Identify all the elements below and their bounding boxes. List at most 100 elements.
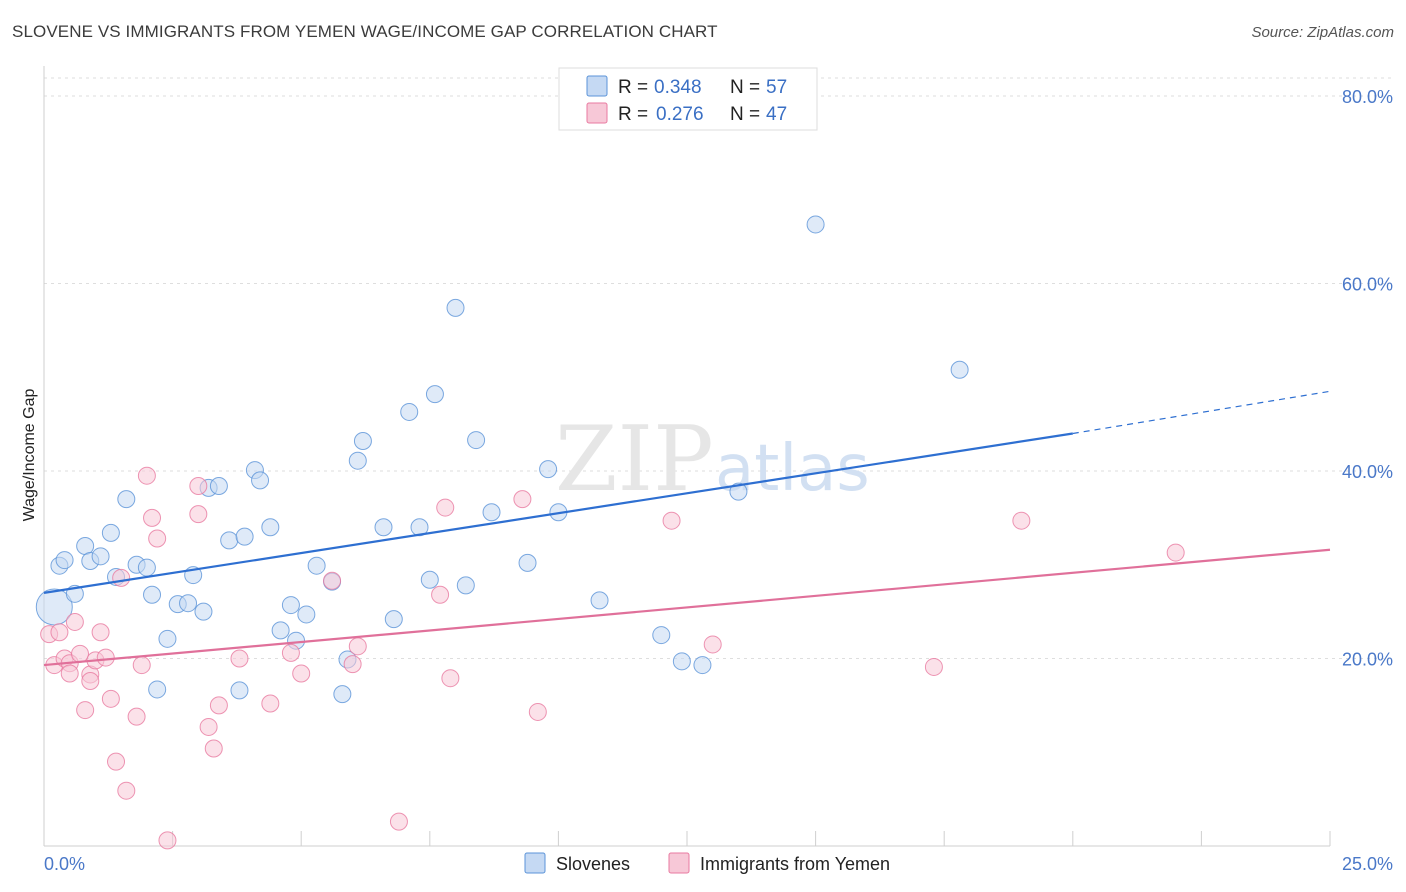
gridlines bbox=[44, 77, 1392, 659]
yemen-point bbox=[137, 466, 156, 485]
yemen-point bbox=[389, 812, 408, 831]
slovenes-point bbox=[806, 215, 825, 234]
slovenes-point bbox=[374, 518, 393, 537]
yemen-point bbox=[431, 585, 450, 604]
slovenes-point bbox=[235, 527, 254, 546]
yemen-point bbox=[292, 664, 311, 683]
yemen-point bbox=[117, 781, 136, 800]
bottom-legend-slovenes: Slovenes bbox=[556, 854, 630, 874]
axes bbox=[43, 66, 1331, 847]
slovenes-point bbox=[348, 451, 367, 470]
legend-swatch-blue bbox=[586, 75, 608, 97]
slovenes-point bbox=[384, 610, 403, 629]
slovenes-point bbox=[652, 626, 671, 645]
x-tick-min: 0.0% bbox=[44, 854, 85, 874]
slovenes-point bbox=[297, 605, 316, 624]
yemen-point bbox=[1012, 511, 1031, 530]
yemen-point bbox=[101, 689, 120, 708]
slovenes-point bbox=[693, 656, 712, 675]
slovenes-point bbox=[137, 558, 156, 577]
slovenes-point bbox=[76, 537, 95, 555]
slovenes-point bbox=[729, 482, 748, 501]
slovenes-point bbox=[194, 602, 213, 621]
slovenes-point bbox=[143, 585, 162, 604]
yemen-point bbox=[107, 752, 126, 771]
yemen-point bbox=[323, 571, 342, 590]
yemen-point bbox=[436, 498, 455, 517]
yemen-point bbox=[281, 643, 300, 662]
x-tick-max: 25.0% bbox=[1342, 854, 1393, 874]
yemen-point bbox=[528, 702, 547, 721]
yemen-point bbox=[230, 649, 249, 668]
legend-r-value-2: 0.276 bbox=[656, 104, 704, 125]
bottom-legend-swatch-blue bbox=[524, 852, 546, 874]
slovenes-point bbox=[158, 629, 177, 648]
yemen-point bbox=[143, 508, 162, 527]
slovenes-point bbox=[456, 576, 475, 595]
yemen-point bbox=[112, 568, 131, 587]
yemen-point bbox=[204, 739, 223, 758]
slovenes-point bbox=[425, 385, 444, 404]
legend-r-label-1: R = bbox=[618, 77, 648, 98]
yemen-point bbox=[1166, 543, 1185, 562]
slovenes-point bbox=[148, 680, 167, 699]
slovenes-trend-extension bbox=[1072, 390, 1331, 435]
yemen-trend-line bbox=[43, 548, 1331, 667]
slovenes-point bbox=[220, 531, 239, 550]
yemen-point bbox=[924, 657, 943, 676]
bottom-legend-yemen: Immigrants from Yemen bbox=[700, 854, 890, 874]
slovenes-point bbox=[101, 523, 120, 542]
slovenes-point bbox=[590, 591, 609, 610]
slovenes-point bbox=[55, 551, 74, 570]
slovenes-point bbox=[333, 685, 352, 704]
slovenes-point bbox=[281, 596, 300, 615]
y-tick-label-80: 80.0% bbox=[1342, 87, 1393, 107]
slovenes-point bbox=[261, 518, 280, 537]
chart-title: SLOVENE VS IMMIGRANTS FROM YEMEN WAGE/IN… bbox=[12, 22, 718, 41]
slovenes-point bbox=[209, 477, 228, 495]
slovenes-point bbox=[400, 402, 419, 421]
legend-r-label-2: R = bbox=[618, 104, 648, 125]
yemen-point bbox=[132, 656, 151, 675]
yemen-point bbox=[261, 694, 280, 713]
slovenes-point bbox=[271, 621, 290, 640]
slovenes-point bbox=[539, 460, 558, 479]
yemen-point bbox=[703, 635, 722, 654]
slovenes-point bbox=[467, 431, 486, 450]
yemen-point bbox=[71, 644, 90, 663]
yemen-point bbox=[189, 477, 208, 495]
yemen-point bbox=[127, 707, 146, 726]
slovenes-point bbox=[353, 432, 372, 450]
yemen-point bbox=[662, 511, 681, 530]
watermark-zip: ZIP bbox=[555, 407, 714, 512]
slovenes-trend-line bbox=[43, 432, 1073, 594]
yemen-point bbox=[76, 701, 95, 720]
y-tick-label-20: 20.0% bbox=[1342, 650, 1393, 670]
slovenes-point bbox=[518, 553, 537, 572]
trend-lines bbox=[43, 390, 1331, 667]
slovenes-point bbox=[179, 594, 198, 613]
slovenes-point bbox=[420, 570, 439, 589]
slovenes-point bbox=[482, 503, 501, 522]
slovenes-point bbox=[307, 556, 326, 575]
y-tick-label-40: 40.0% bbox=[1342, 462, 1393, 482]
yemen-point bbox=[199, 717, 218, 736]
yemen-point bbox=[96, 648, 115, 667]
legend-swatch-pink bbox=[586, 102, 608, 124]
legend-n-label-1: N = bbox=[730, 77, 760, 98]
y-tick-labels: 20.0% 40.0% 60.0% 80.0% bbox=[1342, 87, 1393, 670]
legend-n-value-2: 47 bbox=[766, 104, 787, 125]
bottom-legend-swatch-pink bbox=[668, 852, 690, 874]
yemen-point bbox=[148, 529, 167, 548]
yemen-point bbox=[209, 696, 228, 715]
yemen-point bbox=[81, 672, 100, 690]
source-label: Source: ZipAtlas.com bbox=[1251, 24, 1394, 41]
legend-n-value-1: 57 bbox=[766, 77, 787, 98]
yemen-point bbox=[189, 505, 208, 524]
slovenes-point bbox=[446, 298, 465, 317]
yemen-point bbox=[348, 637, 367, 656]
slovenes-point bbox=[117, 490, 136, 509]
yemen-point bbox=[158, 831, 177, 850]
slovenes-point bbox=[251, 471, 270, 490]
